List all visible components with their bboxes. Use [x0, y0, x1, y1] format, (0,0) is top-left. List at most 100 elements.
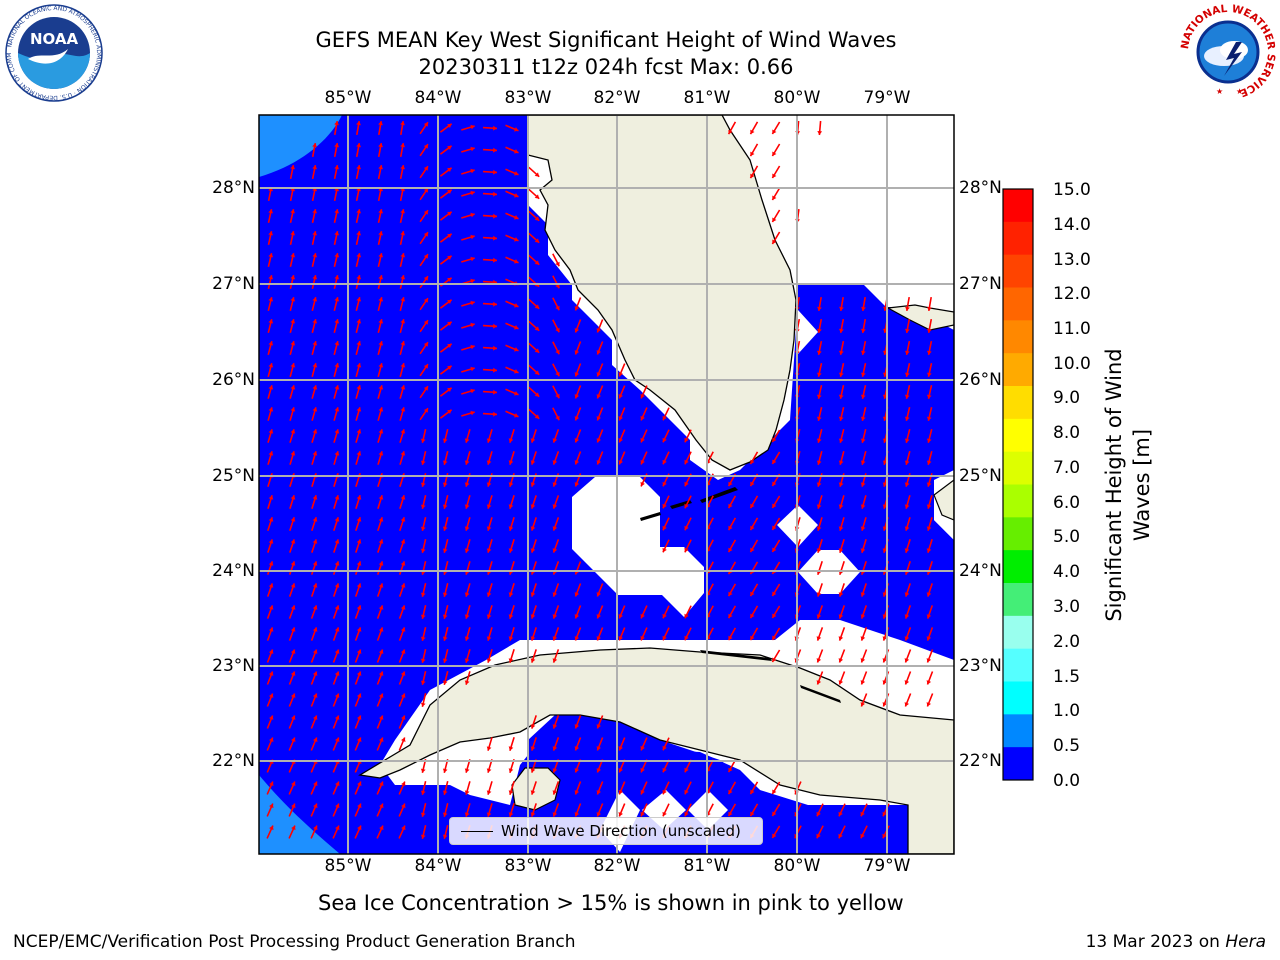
wind-wave-arrowhead	[684, 613, 689, 619]
wind-wave-arrowhead	[772, 811, 777, 816]
wave-height-field	[259, 115, 954, 765]
wind-wave-arrowhead	[552, 482, 558, 487]
wind-wave-arrowhead	[312, 561, 318, 566]
wind-wave-arrowhead	[750, 503, 755, 509]
land-bahamas	[886, 304, 954, 331]
wind-wave-arrowhead	[470, 388, 475, 394]
wind-wave-arrowhead	[423, 122, 428, 127]
wind-wave-arrowhead	[493, 125, 497, 131]
wind-wave-arrowhead	[312, 451, 318, 456]
wind-wave-arrowhead	[378, 231, 383, 236]
wind-wave-arrowhead	[552, 460, 558, 465]
wind-wave-arrowhead	[401, 715, 406, 720]
wind-wave-arrowhead	[750, 789, 755, 795]
wind-wave-arrowhead	[552, 790, 558, 795]
wind-wave-arrowhead	[356, 561, 362, 566]
wind-wave-arrowhead	[728, 811, 733, 817]
wind-wave-arrowhead	[926, 658, 932, 663]
wind-wave-arrowhead	[378, 275, 384, 280]
wind-wave-arrowhead	[290, 495, 296, 500]
colorbar-tick: 1.0	[1053, 701, 1081, 721]
wind-wave-arrowhead	[552, 438, 558, 443]
wind-wave-arrowhead	[268, 407, 274, 412]
wind-wave-arrowhead	[268, 649, 274, 654]
noaa-logo: NATIONAL OCEANIC AND ATMOSPHERIC ADMINIS…	[4, 3, 103, 102]
wind-wave-arrowhead	[596, 636, 601, 641]
wind-wave-arrowhead	[926, 636, 932, 641]
wind-wave-arrowhead	[268, 231, 273, 236]
wind-wave-arrowhead	[772, 789, 777, 794]
wind-wave-arrowhead	[356, 341, 362, 346]
wind-wave-arrowhead	[470, 300, 475, 306]
wind-wave-arrowhead	[335, 737, 340, 742]
wind-wave-arrowhead	[640, 481, 645, 487]
wind-wave-arrowhead	[514, 127, 519, 132]
wind-wave-arrowhead	[290, 649, 296, 654]
wind-wave-arrowhead	[618, 746, 623, 751]
wind-wave-arrowhead	[574, 724, 580, 729]
wind-wave-arrowhead	[552, 614, 558, 619]
lat-tick-right: 27°N	[959, 274, 1002, 294]
wind-wave-arrowhead	[530, 592, 536, 597]
wind-wave-arrowhead	[662, 811, 667, 817]
wind-wave-arrowhead	[662, 503, 667, 509]
colorbar-tick: 0.5	[1053, 736, 1081, 756]
wind-wave-arrowhead	[514, 237, 519, 242]
wind-wave-arrowhead	[268, 429, 274, 434]
wind-wave-arrowhead	[684, 503, 689, 509]
wind-wave-arrowhead	[662, 745, 667, 751]
wind-wave-arrowhead	[904, 702, 909, 707]
wind-wave-arrowhead	[750, 613, 755, 619]
wind-wave-arrowhead	[442, 614, 448, 619]
wind-wave-arrowhead	[268, 341, 274, 346]
wind-wave-arrowhead	[750, 811, 755, 817]
wind-wave-arrowhead	[530, 482, 536, 487]
wind-wave-arrowhead	[493, 191, 497, 197]
wind-wave-arrowhead	[423, 166, 428, 171]
wind-wave-arrowhead	[882, 636, 888, 641]
wind-wave-arrowhead	[464, 614, 470, 619]
wind-wave-arrowhead	[555, 305, 560, 311]
wind-wave-arrowhead	[486, 614, 492, 619]
wind-wave-arrowhead	[816, 394, 822, 399]
wind-wave-arrowhead	[290, 341, 296, 346]
wind-wave-arrowhead	[728, 591, 733, 597]
wind-wave-arrowhead	[772, 657, 777, 662]
wind-wave-arrowhead	[514, 347, 519, 352]
wind-wave-arrowhead	[574, 306, 580, 311]
wind-wave-arrowhead	[442, 768, 448, 773]
wind-wave-arrowhead	[904, 416, 910, 421]
wind-wave-arrowhead	[618, 438, 623, 443]
wind-wave-arrowhead	[400, 231, 405, 236]
wind-wave-arrowhead	[312, 165, 317, 170]
wind-wave-arrowhead	[904, 460, 910, 465]
wind-wave-arrowhead	[470, 278, 475, 284]
wind-wave-arrowhead	[508, 768, 514, 773]
wind-wave-arrowhead	[335, 825, 340, 831]
wind-wave-arrowhead	[378, 429, 384, 434]
colorbar-segment	[1003, 714, 1033, 748]
wind-wave-arrowhead	[313, 803, 318, 809]
colorbar-segment	[1003, 747, 1033, 781]
wind-wave-arrowhead	[534, 194, 540, 199]
wind-wave-arrowhead	[534, 304, 540, 309]
wind-wave-arrowhead	[772, 217, 777, 222]
footer-date: 13 Mar 2023 on Hera	[1085, 932, 1266, 952]
wind-wave-arrowhead	[400, 649, 406, 654]
wind-wave-arrowhead	[640, 415, 645, 421]
wind-wave-arrowhead	[662, 415, 667, 421]
wind-wave-arrowhead	[334, 165, 339, 170]
wind-wave-arrowhead	[312, 231, 317, 236]
wind-wave-arrowhead	[447, 211, 452, 216]
wind-wave-arrowhead	[904, 394, 910, 399]
wind-wave-arrowhead	[268, 693, 274, 698]
wind-wave-arrowhead	[356, 583, 362, 588]
wind-wave-arrowhead	[378, 539, 384, 544]
wind-wave-arrowhead	[423, 364, 428, 369]
wind-wave-arrowhead	[268, 495, 274, 500]
wind-wave-arrowhead	[514, 413, 519, 418]
wind-wave-arrowhead	[662, 525, 667, 531]
wind-wave-arrowhead	[420, 614, 426, 619]
wind-wave-arrowhead	[508, 636, 514, 641]
wind-wave-arrowhead	[334, 143, 339, 148]
